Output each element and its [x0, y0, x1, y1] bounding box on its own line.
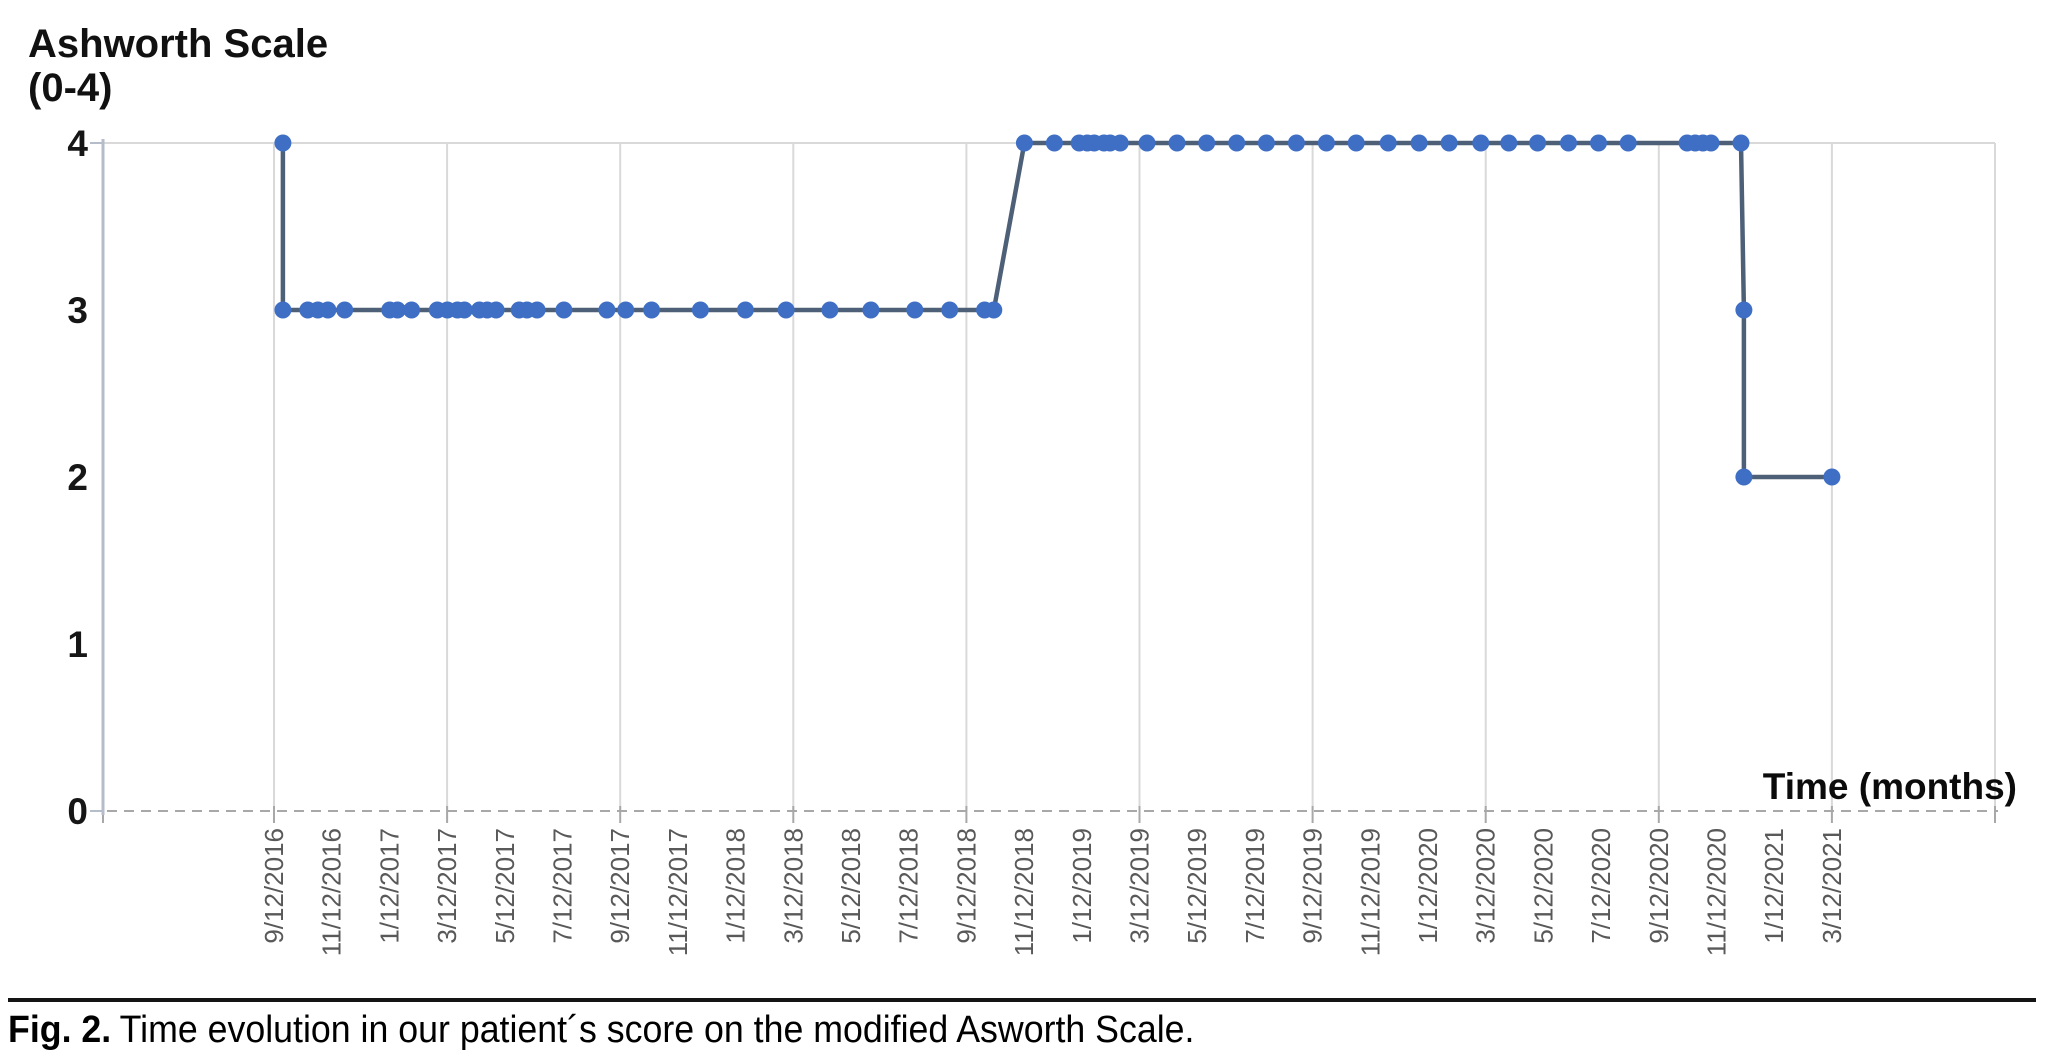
data-point: [985, 301, 1003, 319]
x-tick-label: 7/12/2019: [1240, 828, 1270, 944]
data-point: [821, 301, 839, 319]
data-point: [1045, 134, 1063, 152]
data-point: [1228, 134, 1246, 152]
x-tick-label: 9/12/2018: [951, 828, 981, 944]
data-point: [1317, 134, 1335, 152]
data-point: [1619, 134, 1637, 152]
data-point: [1111, 134, 1129, 152]
x-tick-label: 5/12/2018: [836, 828, 866, 944]
x-tick-label: 9/12/2020: [1644, 828, 1674, 944]
x-tick-label: 5/12/2017: [490, 828, 520, 944]
data-point: [777, 301, 795, 319]
x-tick-label: 9/12/2016: [259, 828, 289, 944]
x-tick-label: 1/12/2019: [1067, 828, 1097, 944]
data-point: [1500, 134, 1518, 152]
x-tick-label: 7/12/2018: [894, 828, 924, 944]
x-tick-label: 1/12/2017: [374, 828, 404, 944]
x-tick-label: 5/12/2020: [1528, 828, 1558, 944]
x-tick-label: 3/12/2017: [432, 828, 462, 944]
x-tick-label: 11/12/2018: [1009, 828, 1039, 956]
data-point: [455, 301, 473, 319]
x-tick-label: 9/12/2017: [605, 828, 635, 944]
x-tick-label: 7/12/2017: [548, 828, 578, 944]
data-point: [1198, 134, 1216, 152]
data-point: [643, 301, 661, 319]
y-tick-label: 2: [67, 457, 88, 498]
x-tick-label: 1/12/2020: [1413, 828, 1443, 944]
data-point: [1560, 134, 1577, 152]
y-tick-label: 0: [67, 791, 88, 832]
data-point: [1347, 134, 1365, 152]
data-point: [1257, 134, 1275, 152]
x-tick-label: 11/12/2020: [1702, 828, 1732, 956]
data-point: [691, 301, 709, 319]
figure-caption-text: Time evolution in our patient´s score on…: [119, 1009, 1195, 1051]
data-point: [1138, 134, 1156, 152]
data-point: [1440, 134, 1458, 152]
data-point: [555, 301, 573, 319]
data-point: [1702, 134, 1720, 152]
data-point: [1590, 134, 1607, 152]
x-tick-label: 11/12/2016: [317, 828, 347, 956]
data-point: [941, 301, 959, 319]
x-tick-label: 3/12/2019: [1125, 828, 1155, 944]
x-tick-label: 5/12/2019: [1182, 828, 1212, 944]
x-tick-label: 9/12/2019: [1298, 828, 1328, 944]
data-point: [1823, 468, 1841, 486]
y-axis-title-line1: Ashworth Scale: [28, 22, 329, 66]
data-point: [1287, 134, 1305, 152]
data-point: [1168, 134, 1186, 152]
data-point: [1015, 134, 1033, 152]
data-point: [403, 301, 421, 319]
x-tick-label: 3/12/2020: [1471, 828, 1501, 944]
data-point: [1735, 301, 1753, 319]
data-point: [598, 301, 616, 319]
caption-divider: [8, 998, 2036, 1002]
x-tick-label: 3/12/2021: [1817, 828, 1847, 944]
x-axis-title: Time (months): [1762, 766, 2017, 807]
data-point: [389, 301, 406, 319]
x-tick-label: 7/12/2020: [1586, 828, 1616, 944]
data-point: [1472, 134, 1490, 152]
y-tick-label: 4: [67, 123, 88, 164]
data-point: [1732, 134, 1750, 152]
y-axis-title-line2: (0-4): [28, 66, 113, 110]
data-point: [906, 301, 924, 319]
figure-caption: Fig. 2. Time evolution in our patient´s s…: [8, 1008, 1194, 1052]
data-point: [1410, 134, 1428, 152]
x-tick-label: 1/12/2021: [1759, 828, 1789, 944]
figure-caption-label: Fig. 2.: [8, 1009, 112, 1051]
data-point: [1735, 468, 1753, 486]
data-point: [274, 134, 292, 152]
data-point: [736, 301, 754, 319]
data-point: [487, 301, 505, 319]
data-point: [1529, 134, 1547, 152]
data-point: [528, 301, 546, 319]
data-point: [862, 301, 880, 319]
x-tick-label: 11/12/2019: [1355, 828, 1385, 956]
x-tick-label: 1/12/2018: [721, 828, 751, 944]
data-point: [274, 301, 292, 319]
data-point: [1379, 134, 1397, 152]
data-point: [319, 301, 337, 319]
y-tick-label: 1: [67, 624, 88, 665]
data-point: [617, 301, 635, 319]
x-tick-label: 3/12/2018: [778, 828, 808, 944]
x-tick-label: 11/12/2017: [663, 828, 693, 956]
y-tick-label: 3: [67, 290, 88, 331]
data-point: [336, 301, 354, 319]
y-axis-title: Ashworth Scale (0-4): [28, 22, 328, 110]
